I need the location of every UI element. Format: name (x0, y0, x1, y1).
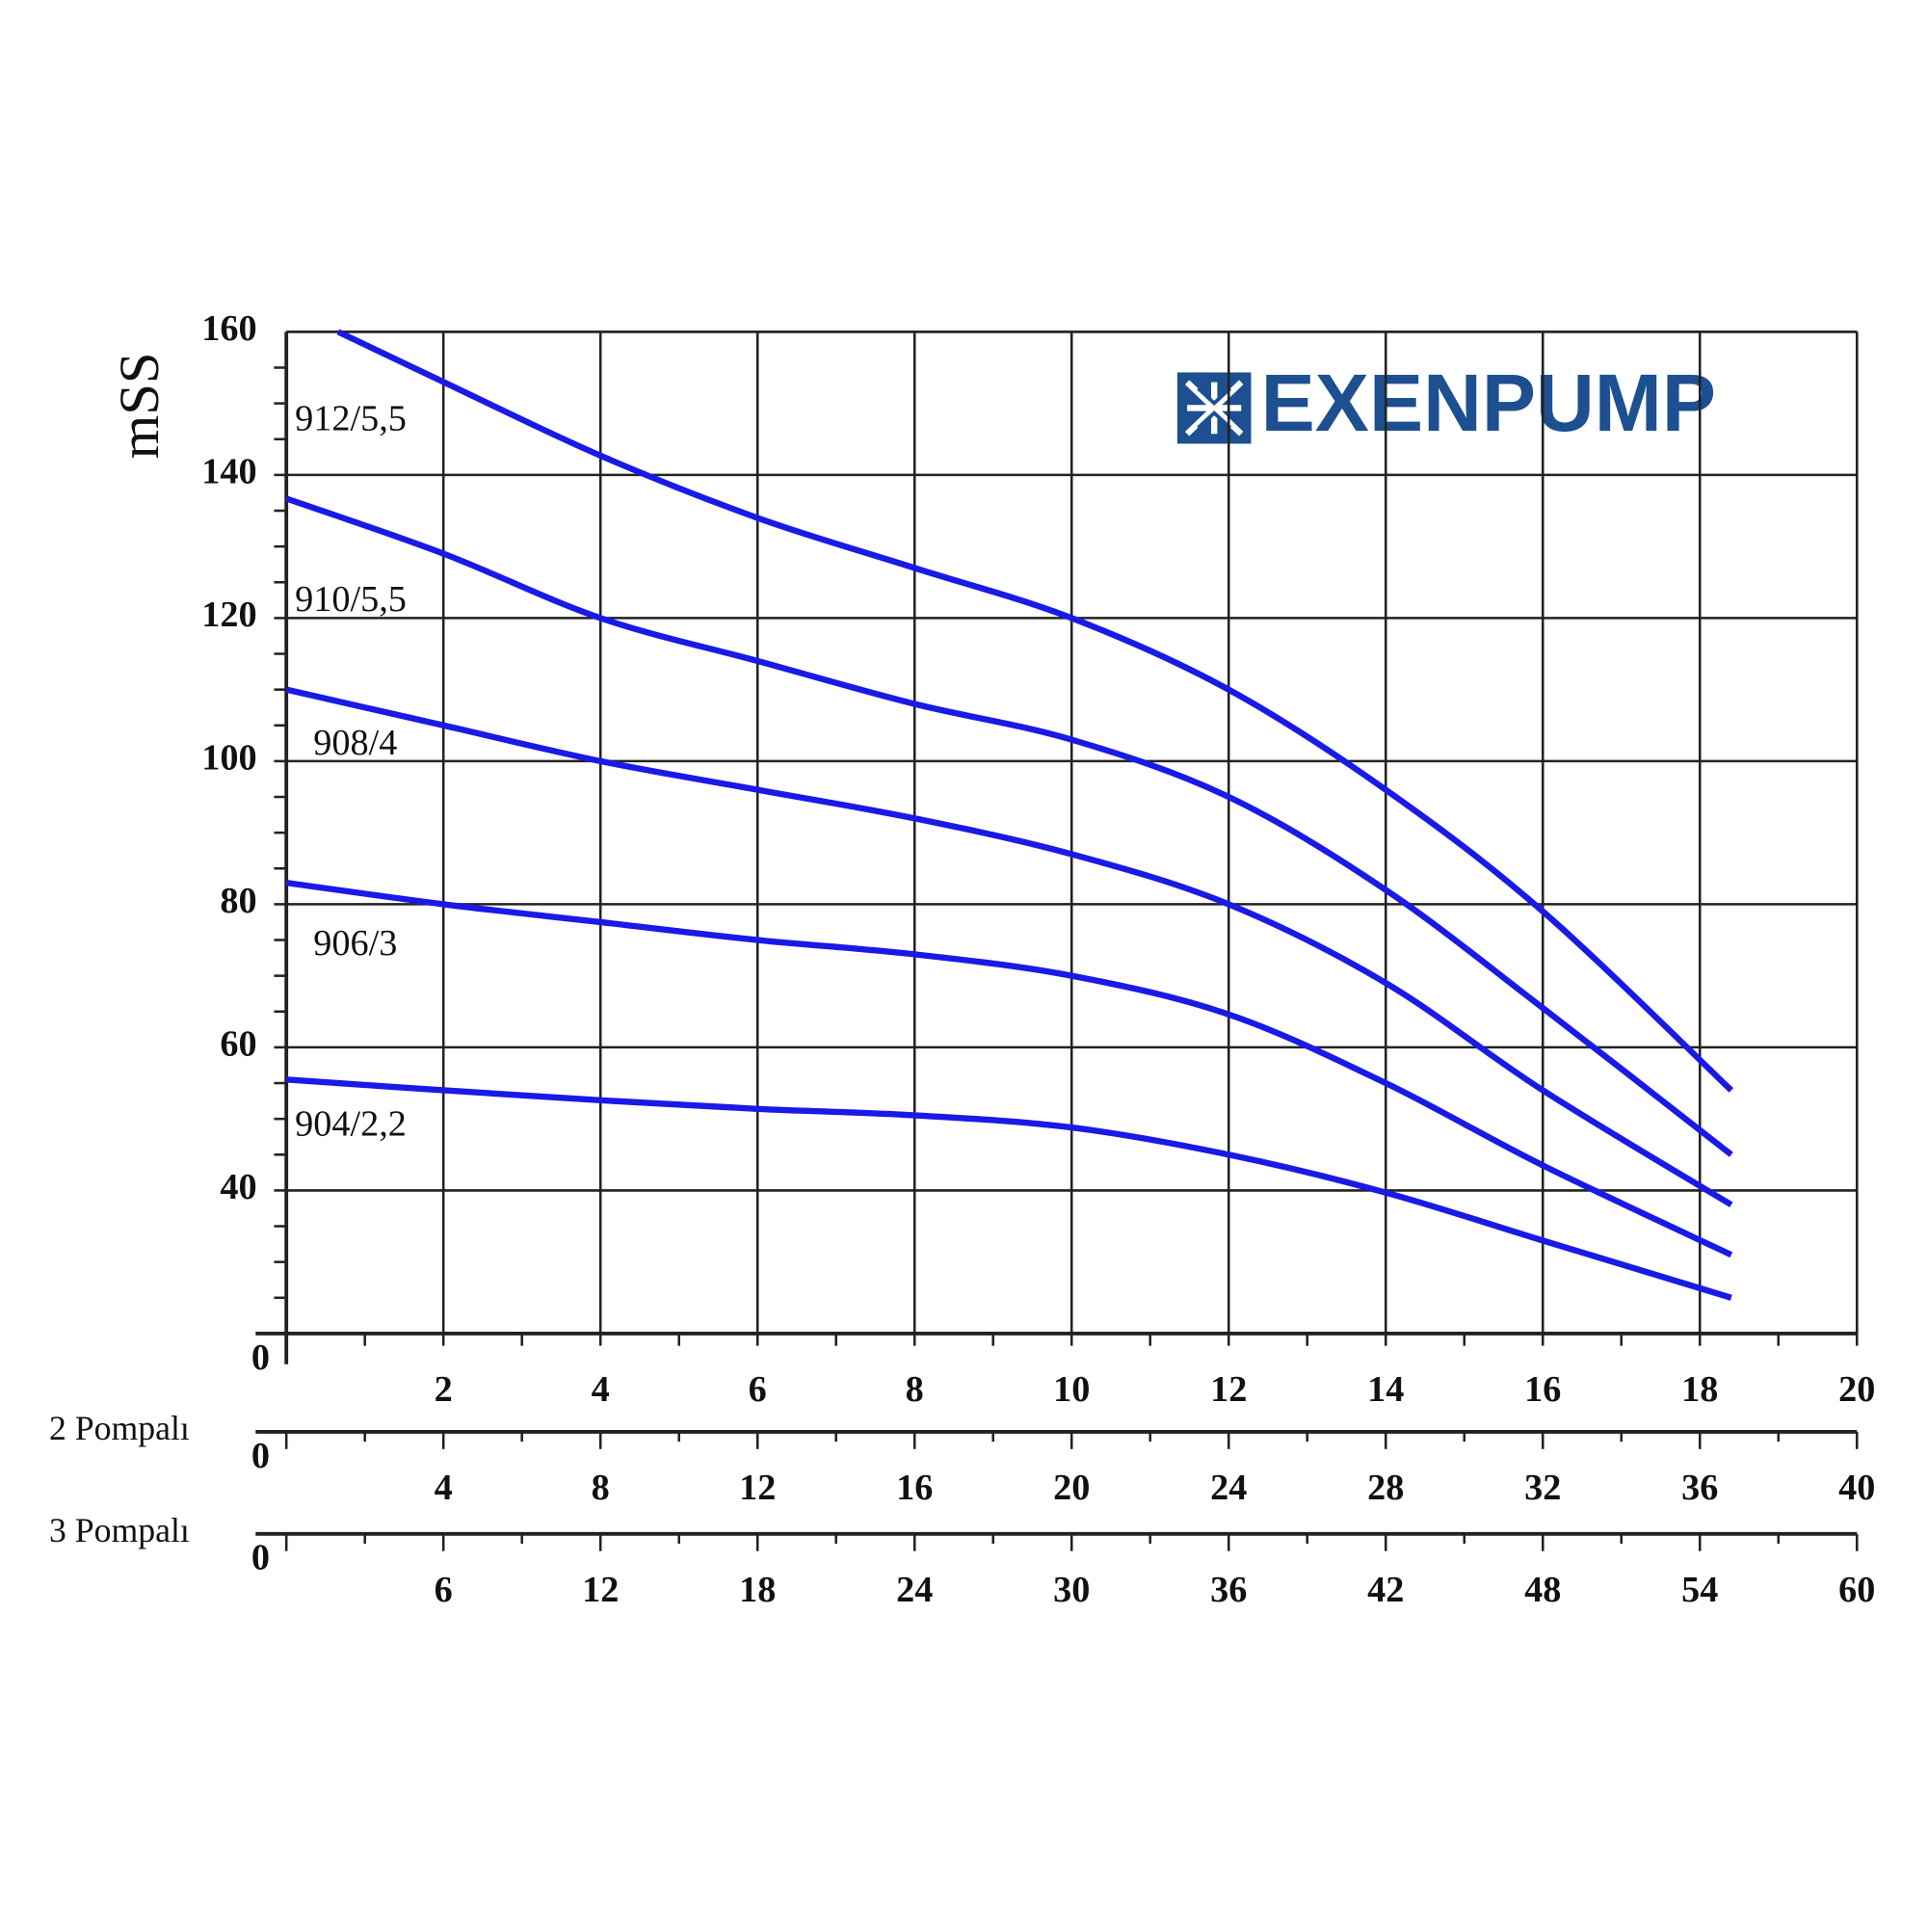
x-tick-label: 20 (1053, 1468, 1090, 1508)
x-tick-label: 42 (1367, 1570, 1404, 1610)
x-tick-label: 18 (739, 1570, 776, 1610)
secondary-axis-label: 2 Pompalı (49, 1409, 190, 1447)
y-tick-label: 160 (201, 308, 256, 349)
x-tick-label: 36 (1681, 1468, 1718, 1508)
x-tick-label: 16 (896, 1468, 933, 1508)
y-tick-label: 120 (201, 595, 256, 635)
logo-icon (1176, 372, 1252, 444)
x-tick-label: 2 (435, 1369, 453, 1410)
pump-curve (285, 686, 1733, 1207)
x-tick-label: 24 (896, 1570, 933, 1610)
x-tick-label: 40 (1838, 1468, 1875, 1508)
x-tick-label: 0 (251, 1436, 270, 1476)
curve-label: 910/5,5 (295, 579, 407, 620)
x-tick-label: 6 (749, 1369, 767, 1410)
curve-label: 904/2,2 (295, 1103, 407, 1144)
x-tick-label: 12 (739, 1468, 776, 1508)
y-tick-label: 40 (220, 1167, 256, 1207)
x-tick-label: 8 (906, 1369, 924, 1410)
pump-curve (336, 329, 1734, 1093)
x-tick-label: 30 (1053, 1570, 1090, 1610)
x-tick-label: 54 (1681, 1570, 1718, 1610)
logo-text: EXENPUMP (1261, 357, 1716, 448)
y-tick-label: 100 (201, 738, 256, 779)
x-tick-label: 4 (435, 1468, 453, 1508)
curve-label: 912/5,5 (295, 398, 407, 438)
x-tick-label: 0 (251, 1337, 270, 1378)
curve-label: 906/3 (313, 923, 397, 964)
x-tick-label: 28 (1367, 1468, 1404, 1508)
pump-curve (285, 879, 1733, 1258)
x-tick-label: 24 (1210, 1468, 1247, 1508)
secondary-axis-label: 3 Pompalı (49, 1511, 190, 1549)
x-tick-label: 4 (592, 1369, 610, 1410)
x-tick-label: 32 (1524, 1468, 1561, 1508)
x-tick-label: 12 (582, 1570, 619, 1610)
x-tick-label: 6 (435, 1570, 453, 1610)
y-tick-label: 140 (201, 452, 256, 492)
y-axis-label: mSS (108, 352, 171, 459)
x-tick-label: 0 (251, 1538, 270, 1578)
x-tick-label: 20 (1838, 1369, 1875, 1410)
x-tick-label: 16 (1524, 1369, 1561, 1410)
x-tick-label: 48 (1524, 1570, 1561, 1610)
pump-curve (285, 1076, 1732, 1301)
x-tick-label: 14 (1367, 1369, 1404, 1410)
x-tick-label: 60 (1838, 1570, 1875, 1610)
x-tick-label: 18 (1681, 1369, 1718, 1410)
curve-label: 908/4 (313, 723, 397, 763)
x-tick-label: 8 (592, 1468, 610, 1508)
y-tick-label: 80 (220, 881, 256, 921)
pump-curve (285, 495, 1733, 1157)
x-tick-label: 10 (1053, 1369, 1090, 1410)
x-tick-label: 12 (1210, 1369, 1247, 1410)
y-tick-label: 60 (220, 1024, 256, 1065)
x-tick-label: 36 (1210, 1570, 1247, 1610)
